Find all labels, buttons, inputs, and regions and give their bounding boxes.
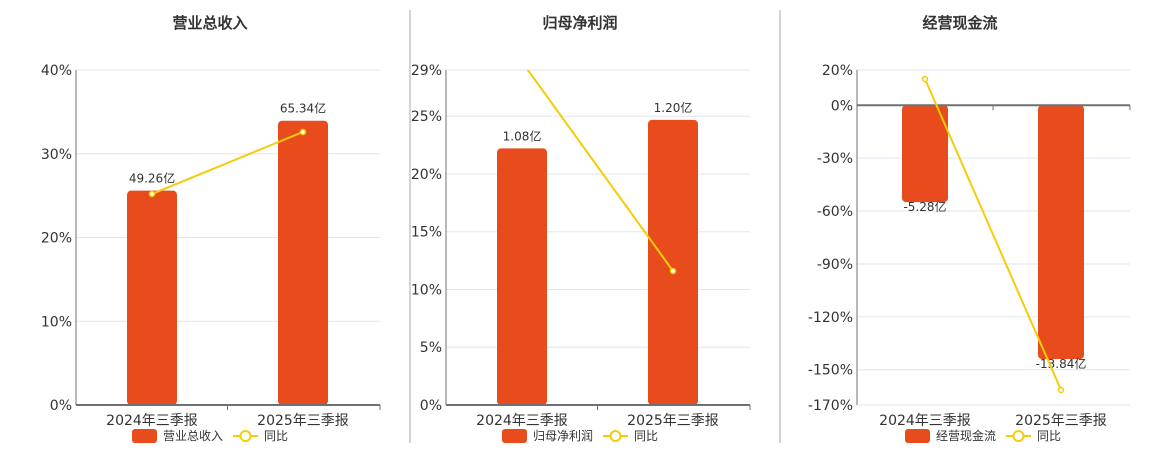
yoy-point xyxy=(148,190,156,198)
yoy-line xyxy=(526,70,674,272)
y-tick-label: 40% xyxy=(41,63,72,79)
bar-data-label: -5.28亿 xyxy=(903,199,946,214)
bar xyxy=(1038,105,1084,360)
bar-data-label: 1.20亿 xyxy=(654,100,693,115)
yoy-point xyxy=(1057,386,1065,394)
chart-title: 经营现金流 xyxy=(922,14,997,32)
bar-data-label: 65.34亿 xyxy=(280,101,326,116)
yoy-point xyxy=(921,75,929,83)
x-category-label: 2025年三季报 xyxy=(1015,413,1107,429)
y-tick-label: 20% xyxy=(41,231,72,247)
legend-line-marker xyxy=(1012,430,1025,442)
x-category-label: 2025年三季报 xyxy=(257,413,349,429)
legend-line-label: 同比 xyxy=(1037,429,1061,443)
y-tick-label: 20% xyxy=(411,167,442,183)
bar-data-label: -13.84亿 xyxy=(1036,356,1087,371)
chart-panel-1: 营业总收入 0% 10% 20% 30% 40% 49.26亿 65.34亿 2024年三季报 2… xyxy=(41,14,381,443)
legend-line-label: 同比 xyxy=(264,429,288,443)
y-tick-label: 0% xyxy=(50,398,72,414)
legend-bar-swatch xyxy=(502,429,527,443)
y-tick-label: 29% xyxy=(411,63,442,79)
x-category-label: 2024年三季报 xyxy=(106,413,198,429)
chart-title: 营业总收入 xyxy=(172,14,247,32)
y-tick-label: 10% xyxy=(411,282,442,298)
bar xyxy=(278,120,328,405)
y-tick-label: -90% xyxy=(817,257,853,273)
chart-panel-3: 经营现金流 -170% -150% -120% -90% -60% -30% 0% 20% -5.… xyxy=(808,14,1131,443)
yoy-point xyxy=(669,267,677,275)
y-tick-label: 15% xyxy=(411,225,442,241)
y-tick-label: 0% xyxy=(831,98,853,114)
legend-bar-swatch xyxy=(905,429,930,443)
bar xyxy=(902,105,948,203)
x-category-label: 2025年三季报 xyxy=(627,413,719,429)
bar xyxy=(648,119,698,405)
bar-data-label: 1.08亿 xyxy=(503,128,542,143)
legend-bar-label: 归母净利润 xyxy=(533,429,593,443)
chart-panel-2: 归母净利润 0% 5% 10% 15% 20% 25% 29% 1.08亿 1.20亿 2024年三… xyxy=(411,14,751,443)
legend-line-marker xyxy=(239,430,252,442)
y-tick-label: 20% xyxy=(822,63,853,79)
y-tick-label: -170% xyxy=(808,398,853,414)
legend-line-label: 同比 xyxy=(634,429,658,443)
y-tick-label: -60% xyxy=(817,204,853,220)
bar xyxy=(127,190,177,405)
yoy-line xyxy=(151,131,304,195)
x-category-label: 2024年三季报 xyxy=(476,413,568,429)
yoy-point xyxy=(299,128,307,136)
yoy-line xyxy=(924,78,1062,391)
legend-bar-label: 经营现金流 xyxy=(936,428,996,443)
y-tick-label: 25% xyxy=(411,109,442,125)
chart-title: 归母净利润 xyxy=(542,14,617,32)
y-tick-label: 30% xyxy=(41,147,72,163)
bar-data-label: 49.26亿 xyxy=(129,171,175,186)
legend-bar-swatch xyxy=(132,429,157,443)
legend-line-marker xyxy=(609,430,622,442)
y-tick-label: 0% xyxy=(420,398,442,414)
y-tick-label: 5% xyxy=(420,340,442,356)
legend-bar-label: 营业总收入 xyxy=(163,429,223,443)
y-tick-label: 10% xyxy=(41,314,72,330)
y-tick-label: -30% xyxy=(817,151,853,167)
y-tick-label: -150% xyxy=(808,363,853,379)
y-tick-label: -120% xyxy=(808,310,853,326)
bar xyxy=(497,148,547,406)
x-category-label: 2024年三季报 xyxy=(879,413,971,429)
